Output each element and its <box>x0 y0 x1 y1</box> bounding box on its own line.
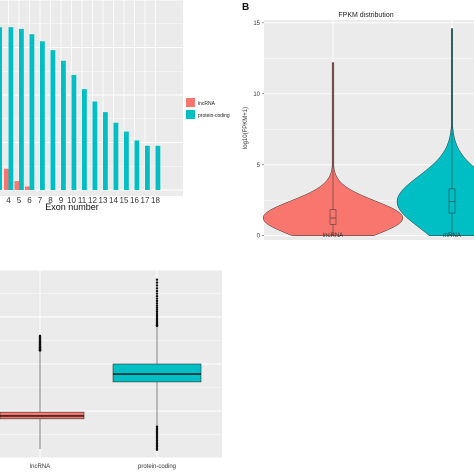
outlier-point <box>155 289 159 293</box>
x-tick-label: 9 <box>59 196 64 205</box>
panel-b-title: FPKM distribution <box>338 12 393 19</box>
x-tick-label: lncRNA <box>30 464 50 470</box>
panel-a-bars <box>0 27 161 191</box>
y-tick-label: 0 <box>257 234 261 240</box>
outlier-point <box>155 315 159 319</box>
x-tick-label: 8 <box>48 196 53 205</box>
outlier-point <box>155 278 159 281</box>
outlier-point <box>155 302 159 305</box>
bar-protein-coding <box>71 74 77 190</box>
x-tick-label: 18 <box>151 196 160 205</box>
outlier-point <box>155 299 159 303</box>
violin-box <box>329 209 337 225</box>
legend-swatch-protein-coding <box>186 110 195 119</box>
bar-protein-coding <box>29 34 35 190</box>
x-tick-label: 12 <box>88 196 97 205</box>
outlier-point <box>155 281 159 284</box>
outlier-point <box>155 308 159 311</box>
bar-protein-coding <box>19 28 24 191</box>
x-tick-label: mRNA <box>443 233 461 239</box>
legend-label-lncrna: lncRNA <box>198 101 216 107</box>
panel-a-x-ticks: 4 5 6 7 8 9 10 11 12 13 14 15 16 17 18 <box>6 196 160 205</box>
x-tick-label: 13 <box>99 196 108 205</box>
x-tick-label: 4 <box>6 196 11 205</box>
bar-lncrna <box>4 168 9 190</box>
panel-b-violins <box>262 28 474 236</box>
bar-protein-coding <box>61 60 66 190</box>
bar-protein-coding <box>134 140 140 190</box>
x-tick-label: 10 <box>67 196 76 205</box>
fpkm-violin-chart: B FPKM distribution log10(FPKM+1) 0 5 10 15… <box>242 2 474 240</box>
legend-label-protein-coding: protein-coding <box>198 113 230 119</box>
outlier-point <box>155 284 159 287</box>
panel-c-boxes <box>0 278 202 451</box>
x-tick-label: lncRNA <box>323 233 343 239</box>
bar-protein-coding <box>50 50 56 190</box>
panel-a-x-axis-title: Exon number <box>45 202 99 212</box>
panel-b-x-ticks: lncRNA mRNA <box>323 233 461 239</box>
bar-protein-coding <box>113 122 119 190</box>
bar-protein-coding <box>40 41 45 190</box>
bar-protein-coding <box>82 89 87 190</box>
outlier-point <box>155 294 159 298</box>
outlier-point <box>155 314 159 317</box>
panel-b-label: B <box>242 2 249 13</box>
panel-b-y-ticks: 0 5 10 15 <box>253 21 264 240</box>
bar-protein-coding <box>124 131 129 190</box>
outlier-point <box>155 304 159 307</box>
box-iqr <box>112 363 202 383</box>
x-tick-label: 15 <box>120 196 129 205</box>
violin-box <box>448 188 456 214</box>
outlier-point <box>155 292 159 295</box>
x-tick-label: 7 <box>38 196 43 205</box>
outlier-point <box>155 312 159 315</box>
outlier-point <box>155 310 159 313</box>
bar-lncrna <box>25 186 30 190</box>
bar-protein-coding <box>155 145 161 190</box>
panel-c-x-ticks: lncRNA protein-coding <box>30 464 176 470</box>
violin-shape <box>396 28 474 236</box>
expression-boxplot: lncRNA protein-coding <box>0 269 222 470</box>
bar-protein-coding <box>145 145 150 190</box>
outlier-point <box>155 306 159 309</box>
outlier-point <box>155 448 159 451</box>
bar-protein-coding <box>103 112 108 190</box>
outlier-point <box>155 287 159 290</box>
panel-a-legend: lncRNA protein-coding <box>186 98 230 119</box>
bar-protein-coding-partial <box>0 27 2 190</box>
bar-protein-coding <box>8 27 14 190</box>
x-tick-label: 6 <box>27 196 32 205</box>
outlier-point <box>155 297 159 300</box>
y-tick-label: 5 <box>257 163 261 169</box>
x-tick-label: 16 <box>130 196 139 205</box>
x-tick-label: 11 <box>78 196 87 205</box>
x-tick-label: protein-coding <box>138 464 176 470</box>
panel-b-y-axis-title: log10(FPKM+1) <box>243 107 249 149</box>
legend-swatch-lncrna <box>186 98 195 107</box>
bar-lncrna <box>14 181 19 190</box>
exon-number-bar-chart: 4 5 6 7 8 9 10 11 12 13 14 15 16 17 18 Exon number lnc… <box>0 0 230 212</box>
y-tick-label: 10 <box>253 92 260 98</box>
outlier-point <box>38 334 42 338</box>
x-tick-label: 17 <box>141 196 150 205</box>
x-tick-label: 5 <box>17 196 22 205</box>
bar-protein-coding <box>92 101 98 190</box>
x-tick-label: 14 <box>109 196 118 205</box>
y-tick-label: 15 <box>253 21 260 27</box>
